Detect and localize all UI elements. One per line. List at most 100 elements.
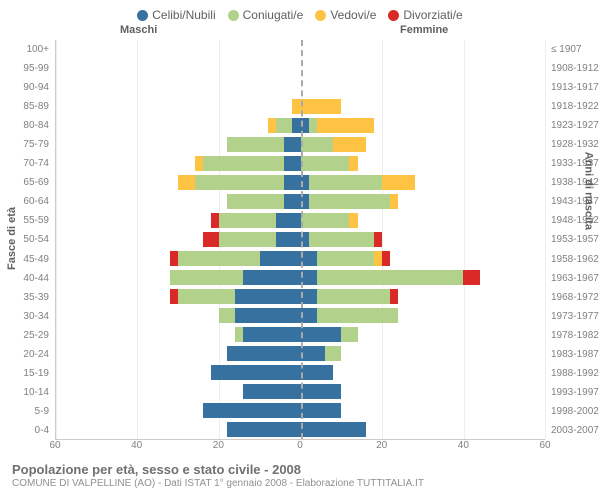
female-half	[301, 97, 546, 116]
female-half	[301, 249, 546, 268]
female-half	[301, 268, 546, 287]
bar-segment	[349, 156, 357, 171]
male-half	[56, 363, 301, 382]
bar-segment	[243, 384, 300, 399]
male-half	[56, 344, 301, 363]
bar-segment	[211, 365, 301, 380]
birth-label: ≤ 1907	[551, 40, 600, 59]
male-half	[56, 78, 301, 97]
bar-segment	[276, 118, 292, 133]
female-half	[301, 325, 546, 344]
female-half	[301, 344, 546, 363]
bar-segment	[276, 232, 300, 247]
bar-segment	[301, 327, 342, 342]
female-half	[301, 40, 546, 59]
male-label: Maschi	[120, 24, 157, 36]
birth-label: 1953-1957	[551, 230, 600, 249]
bar-segment	[301, 99, 342, 114]
legend-item: Divorziati/e	[388, 8, 462, 22]
male-half	[56, 59, 301, 78]
legend-label: Celibi/Nubili	[152, 8, 215, 22]
bar-segment	[178, 289, 235, 304]
bar-segment	[219, 213, 276, 228]
male-half	[56, 230, 301, 249]
male-half	[56, 268, 301, 287]
age-label: 20-24	[0, 345, 49, 364]
legend-label: Coniugati/e	[243, 8, 304, 22]
bar-segment	[227, 422, 300, 437]
bar-segment	[301, 289, 317, 304]
age-label: 75-79	[0, 135, 49, 154]
bar-segment	[260, 251, 301, 266]
y-right-title: Anni di nascita	[582, 152, 594, 230]
female-half	[301, 306, 546, 325]
bar-segment	[235, 327, 243, 342]
bar-segment	[203, 403, 301, 418]
female-half	[301, 287, 546, 306]
age-label: 95-99	[0, 59, 49, 78]
age-label: 15-19	[0, 364, 49, 383]
male-half	[56, 306, 301, 325]
legend-item: Vedovi/e	[315, 8, 376, 22]
legend-item: Coniugati/e	[228, 8, 304, 22]
bar-segment	[374, 251, 382, 266]
bar-segment	[284, 175, 300, 190]
bar-segment	[390, 289, 398, 304]
x-tick: 60	[49, 440, 60, 451]
bar-segment	[309, 194, 390, 209]
female-half	[301, 135, 546, 154]
bar-segment	[170, 289, 178, 304]
bar-segment	[195, 175, 285, 190]
bar-segment	[317, 308, 398, 323]
x-axis: 6040200204060	[55, 440, 545, 456]
bar-segment	[219, 308, 235, 323]
bar-segment	[235, 289, 300, 304]
male-half	[56, 97, 301, 116]
legend-label: Divorziati/e	[403, 8, 462, 22]
bar-segment	[195, 156, 203, 171]
bar-segment	[309, 175, 382, 190]
female-half	[301, 192, 546, 211]
bar-segment	[243, 270, 300, 285]
bar-segment	[309, 118, 317, 133]
bar-segment	[203, 232, 219, 247]
female-half	[301, 363, 546, 382]
legend-item: Celibi/Nubili	[137, 8, 215, 22]
bar-segment	[301, 213, 350, 228]
bar-segment	[301, 403, 342, 418]
bar-segment	[178, 175, 194, 190]
age-label: 80-84	[0, 116, 49, 135]
birth-label: 1913-1917	[551, 78, 600, 97]
bar-segment	[301, 346, 325, 361]
bar-segment	[284, 156, 300, 171]
plot-area	[55, 40, 545, 440]
bar-segment	[390, 194, 398, 209]
birth-label: 1918-1922	[551, 97, 600, 116]
male-half	[56, 154, 301, 173]
female-half	[301, 154, 546, 173]
bar-segment	[292, 99, 300, 114]
bar-segment	[227, 346, 300, 361]
bar-segment	[227, 194, 284, 209]
legend: Celibi/Nubili Coniugati/e Vedovi/e Divorzia…	[0, 0, 600, 24]
bar-segment	[309, 232, 374, 247]
legend-swatch	[228, 10, 239, 21]
chart-title: Popolazione per età, sesso e stato civil…	[0, 456, 600, 477]
male-half	[56, 192, 301, 211]
bar-segment	[301, 137, 334, 152]
birth-label: 1963-1967	[551, 269, 600, 288]
legend-swatch	[137, 10, 148, 21]
age-label: 25-29	[0, 326, 49, 345]
female-half	[301, 173, 546, 192]
bar-segment	[301, 270, 317, 285]
bar-segment	[317, 289, 390, 304]
bar-segment	[170, 270, 243, 285]
age-label: 30-34	[0, 307, 49, 326]
age-label: 5-9	[0, 402, 49, 421]
legend-label: Vedovi/e	[330, 8, 376, 22]
age-label: 100+	[0, 40, 49, 59]
bar-segment	[203, 156, 284, 171]
male-half	[56, 420, 301, 439]
bar-segment	[317, 251, 374, 266]
birth-label: 1983-1987	[551, 345, 600, 364]
